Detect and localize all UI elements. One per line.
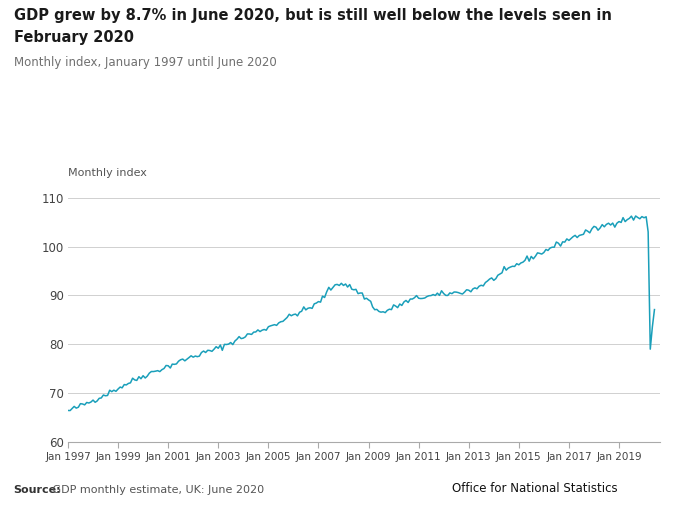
Text: Source:: Source: — [14, 485, 61, 495]
Text: GDP monthly estimate, UK: June 2020: GDP monthly estimate, UK: June 2020 — [49, 485, 264, 495]
Polygon shape — [424, 472, 440, 498]
Text: Office for National Statistics: Office for National Statistics — [452, 482, 618, 495]
Text: Monthly index, January 1997 until June 2020: Monthly index, January 1997 until June 2… — [14, 56, 276, 69]
Text: February 2020: February 2020 — [14, 30, 133, 46]
Text: GDP grew by 8.7% in June 2020, but is still well below the levels seen in: GDP grew by 8.7% in June 2020, but is st… — [14, 8, 611, 23]
Text: Monthly index: Monthly index — [68, 168, 147, 178]
